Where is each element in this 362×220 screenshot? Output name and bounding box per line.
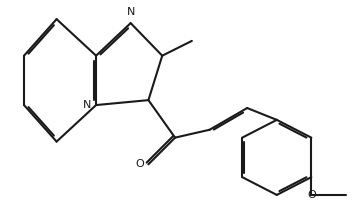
Text: O: O <box>135 159 144 169</box>
Text: N: N <box>126 7 135 17</box>
Text: N: N <box>83 100 91 110</box>
Text: O: O <box>307 190 316 200</box>
